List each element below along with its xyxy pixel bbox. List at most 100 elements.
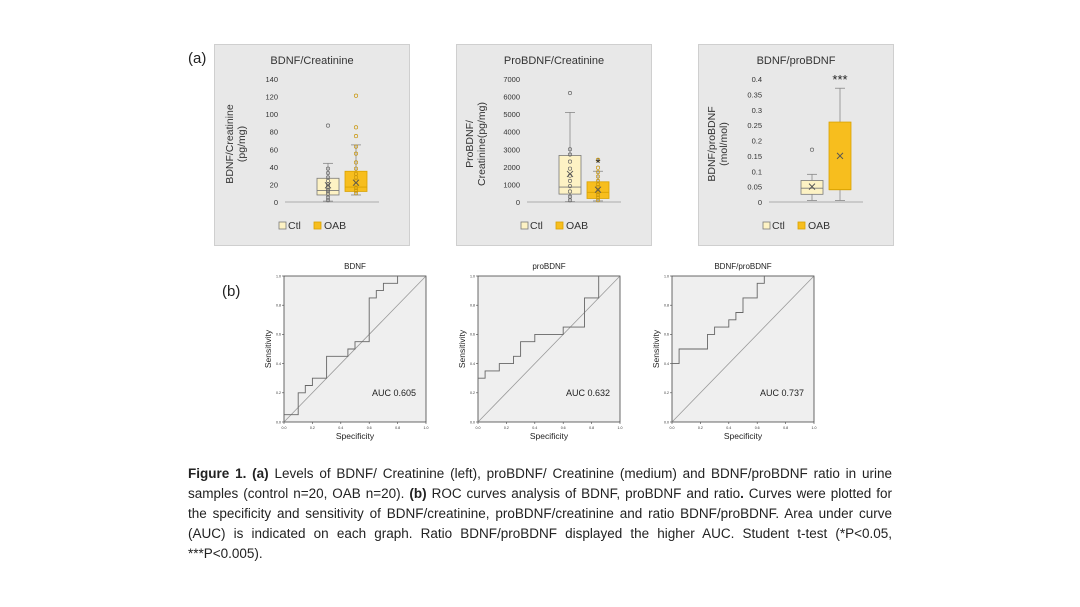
figure-caption: Figure 1. (a) Levels of BDNF/ Creatinine… [188, 464, 892, 564]
y-tick-label: 0.0 [470, 420, 475, 424]
data-point [325, 166, 331, 171]
x-tick-label: 0.2 [504, 426, 509, 430]
chart-title: ProBDNF/Creatinine [504, 55, 604, 67]
y-tick-label: 1.0 [470, 274, 475, 278]
panel-a-label: (a) [188, 50, 207, 67]
legend-label-ctl: Ctl [772, 220, 785, 232]
x-tick-label: 0.0 [282, 426, 287, 430]
box-chart-probdnf-creatinine: ProBDNF/Creatinine 0 1000 2000 3000 4000 5000 6… [464, 55, 621, 232]
y-tick-label: 0.8 [276, 304, 281, 308]
legend-swatch-oab [313, 221, 322, 230]
chart-title: BDNF/Creatinine [270, 55, 353, 67]
box-chart-bdnf-probdnf: BDNF/proBDNF 0 0.05 0.1 0.15 0.2 0.25 0.3 0.35 0.… [706, 55, 863, 232]
x-tick-label: 0.6 [367, 426, 372, 430]
y-tick-label: 3000 [503, 145, 520, 154]
x-tick-label: 0.8 [783, 426, 788, 430]
y-tick-label: 140 [265, 75, 278, 84]
legend-swatch-oab [555, 221, 564, 230]
roc-title: proBDNF [532, 262, 565, 271]
data-point [595, 178, 601, 183]
y-tick-label: 100 [265, 110, 278, 119]
data-point [595, 198, 601, 203]
x-tick-label: 0.4 [532, 426, 537, 430]
roc-title: BDNF [344, 262, 366, 271]
data-point [353, 171, 359, 176]
y-tick-label: 80 [270, 128, 278, 137]
y-axis-label-line2: Creatinine(pg/mg) [476, 102, 488, 186]
x-axis-label: Specificity [724, 431, 763, 441]
y-tick-label: 20 [270, 180, 278, 189]
y-tick-label: 0.2 [752, 137, 762, 146]
data-point [595, 157, 601, 162]
y-tick-label: 0.1 [752, 167, 762, 176]
y-tick-label: 0.0 [276, 420, 281, 424]
y-tick-label: 0.2 [664, 391, 669, 395]
y-axis-label: Sensitivity [263, 329, 273, 368]
roc-chart-bdnf: BDNF 0.00.0 0.2 0.2 0.4 0.4 0.6 0.6 0.8 0.8 1.0 1.0… [263, 262, 429, 441]
data-point [567, 178, 573, 183]
data-point [567, 91, 573, 96]
data-point [353, 160, 359, 165]
y-tick-label: 0.3 [752, 106, 762, 115]
legend-label-oab: OAB [808, 220, 830, 232]
caption-a-label: (a) [252, 466, 269, 481]
caption-b-text: ROC curves analysis of BDNF, proBDNF and… [426, 486, 741, 501]
legend-label-ctl: Ctl [288, 220, 301, 232]
x-tick-label: 0.2 [698, 426, 703, 430]
reference-diagonal [671, 275, 815, 423]
auc-label: AUC 0.632 [566, 388, 610, 398]
y-tick-label: 0.4 [470, 362, 475, 366]
mean-marker-b [324, 181, 332, 189]
data-point [567, 159, 573, 164]
caption-b-dot: . [740, 486, 744, 501]
y-tick-label: 1000 [503, 180, 520, 189]
auc-label: AUC 0.605 [372, 388, 416, 398]
y-axis-label: BDNF/proBDNF(mol/mol) [706, 106, 730, 181]
box-ctl [800, 180, 824, 195]
data-point [567, 189, 573, 194]
roc-panel-probdnf: proBDNF 0.0 0.0 0.2 0.2 0.4 0.4 0.6 0.6 0.8 0.8 1.0… [452, 258, 632, 444]
roc-curve [477, 275, 620, 422]
x-tick-label: 0.0 [476, 426, 481, 430]
roc-curve [671, 275, 814, 422]
data-point [353, 188, 359, 193]
y-axis-label-line2: (pg/mg) [236, 126, 248, 162]
y-tick-label: 0.4 [276, 362, 281, 366]
y-tick-label: 0.4 [752, 75, 762, 84]
y-axis-label-line1: BDNF/proBDNF [706, 106, 718, 181]
significance-marker: * [595, 155, 600, 170]
x-tick-label: 0.4 [338, 426, 343, 430]
reference-diagonal [477, 275, 621, 423]
y-tick-label: 7000 [503, 75, 520, 84]
data-point [353, 151, 359, 156]
y-tick-label: 0.35 [747, 90, 762, 99]
legend-label-oab: OAB [566, 220, 588, 232]
data-point [325, 175, 331, 180]
caption-figure-label: Figure 1. [188, 466, 247, 481]
legend-label-oab: OAB [324, 220, 346, 232]
box-panel-bdnf-probdnf: BDNF/proBDNF 0 0.05 0.1 0.15 0.2 0.25 0.3 0.35 0.… [698, 44, 894, 246]
y-tick-label: 120 [265, 93, 278, 102]
legend-swatch-ctl [520, 221, 529, 230]
data-point [353, 93, 359, 98]
mean-marker-b [836, 152, 844, 160]
data-point [595, 170, 601, 175]
x-tick-label: 0.6 [755, 426, 760, 430]
x-tick-label: 0.8 [589, 426, 594, 430]
y-axis-label: Sensitivity [651, 329, 661, 368]
significance-marker: *** [832, 72, 847, 87]
data-point [595, 185, 601, 190]
data-point [567, 147, 573, 152]
data-point [353, 144, 359, 149]
roc-panel-bdnf: BDNF 0.0 0.0 0.2 0.2 0.4 0.4 0.6 0.6 0.8 0.8 1.0 1.0… [258, 258, 438, 444]
y-tick-label: 4000 [503, 128, 520, 137]
roc-chart-probdnf: proBDNF 0.00.0 0.2 0.2 0.4 0.4 0.6 0.6 0.8 0.8 1.0… [457, 262, 623, 441]
y-tick-label: 6000 [503, 93, 520, 102]
y-tick-label: 1.0 [276, 274, 281, 278]
y-tick-label: 0.0 [664, 420, 669, 424]
auc-label: AUC 0.737 [760, 388, 804, 398]
caption-b-label: (b) [409, 486, 427, 501]
y-tick-label: 0.2 [470, 391, 475, 395]
y-tick-label: 0.8 [664, 304, 669, 308]
data-point [325, 123, 331, 128]
